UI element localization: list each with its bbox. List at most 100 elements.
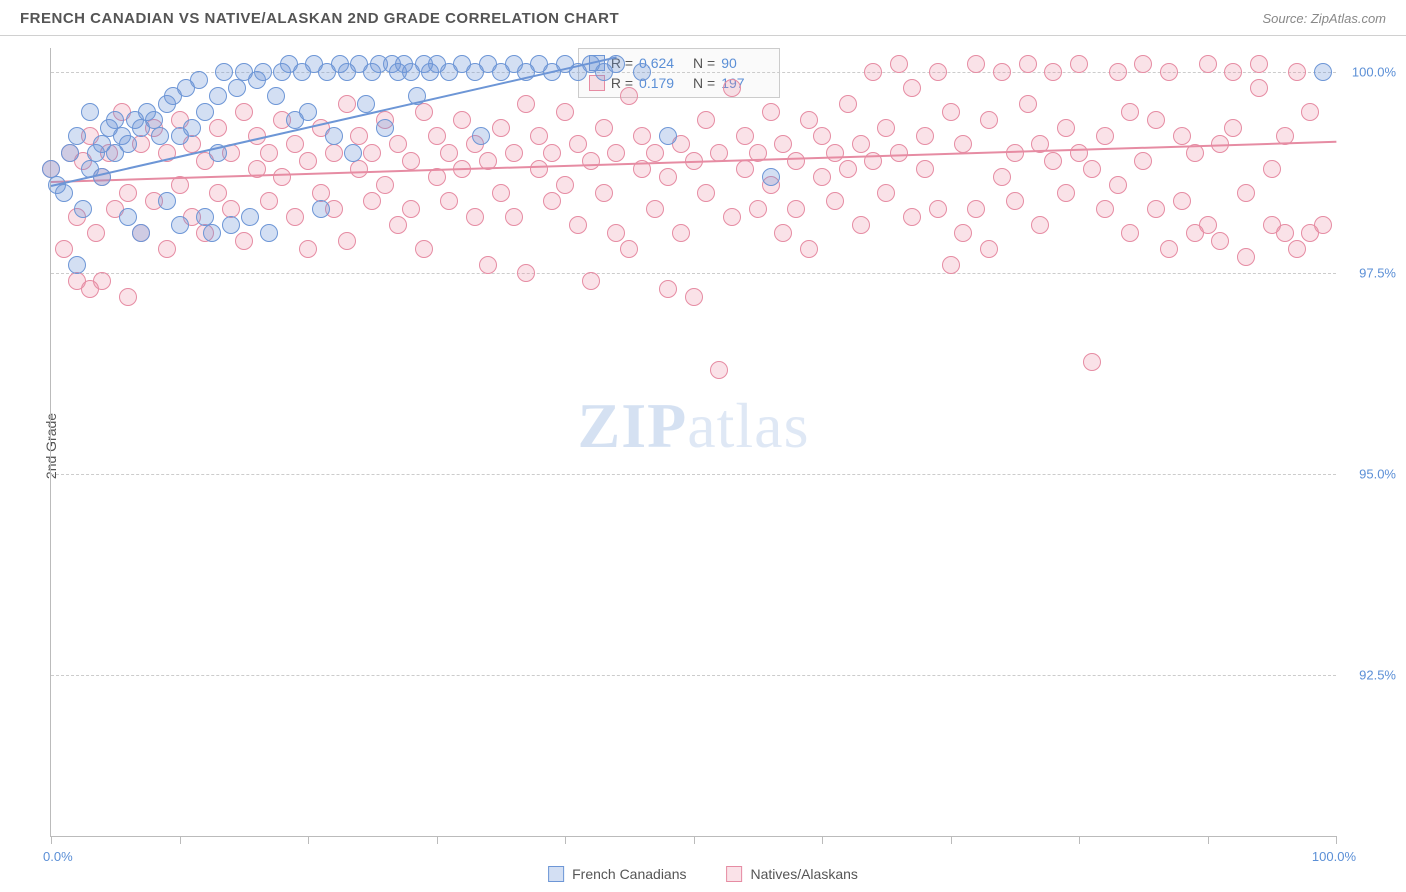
data-point xyxy=(929,200,947,218)
data-point xyxy=(762,103,780,121)
n-prefix: N = xyxy=(693,75,715,91)
data-point xyxy=(697,111,715,129)
data-point xyxy=(196,103,214,121)
data-point xyxy=(338,232,356,250)
data-point xyxy=(787,200,805,218)
data-point xyxy=(1224,119,1242,137)
data-point xyxy=(646,144,664,162)
x-tick xyxy=(1336,836,1337,844)
data-point xyxy=(492,184,510,202)
data-point xyxy=(338,95,356,113)
data-point xyxy=(119,288,137,306)
data-point xyxy=(1250,79,1268,97)
data-point xyxy=(119,208,137,226)
data-point xyxy=(209,144,227,162)
data-point xyxy=(620,87,638,105)
data-point xyxy=(389,135,407,153)
data-point xyxy=(659,168,677,186)
data-point xyxy=(1288,240,1306,258)
data-point xyxy=(215,63,233,81)
data-point xyxy=(877,119,895,137)
data-point xyxy=(697,184,715,202)
data-point xyxy=(929,63,947,81)
data-point xyxy=(1314,63,1332,81)
data-point xyxy=(1237,248,1255,266)
data-point xyxy=(813,127,831,145)
data-point xyxy=(903,79,921,97)
x-end-label: 100.0% xyxy=(1312,849,1356,864)
data-point xyxy=(479,256,497,274)
data-point xyxy=(864,63,882,81)
data-point xyxy=(453,111,471,129)
data-point xyxy=(1199,216,1217,234)
data-point xyxy=(530,160,548,178)
data-point xyxy=(408,87,426,105)
data-point xyxy=(813,168,831,186)
data-point xyxy=(363,144,381,162)
x-tick xyxy=(1208,836,1209,844)
data-point xyxy=(171,216,189,234)
plot-wrap: ZIPatlas R = 0.624 N = 90 R = 0.179 N = … xyxy=(50,48,1336,837)
data-point xyxy=(749,144,767,162)
data-point xyxy=(1314,216,1332,234)
data-point xyxy=(762,168,780,186)
data-point xyxy=(325,144,343,162)
data-point xyxy=(864,152,882,170)
data-point xyxy=(659,280,677,298)
data-point xyxy=(1160,240,1178,258)
data-point xyxy=(1147,111,1165,129)
data-point xyxy=(1109,63,1127,81)
data-point xyxy=(723,79,741,97)
data-point xyxy=(260,144,278,162)
data-point xyxy=(209,184,227,202)
data-point xyxy=(1211,135,1229,153)
data-point xyxy=(1031,216,1049,234)
data-point xyxy=(190,71,208,89)
data-point xyxy=(993,168,1011,186)
data-point xyxy=(800,240,818,258)
data-point xyxy=(479,152,497,170)
data-point xyxy=(183,119,201,137)
data-point xyxy=(890,55,908,73)
data-point xyxy=(595,119,613,137)
x-start-label: 0.0% xyxy=(43,849,73,864)
n-value-series1: 90 xyxy=(721,55,769,71)
data-point xyxy=(505,144,523,162)
watermark-suffix: atlas xyxy=(687,390,809,461)
data-point xyxy=(774,224,792,242)
data-point xyxy=(235,103,253,121)
data-point xyxy=(595,184,613,202)
y-tick-label: 100.0% xyxy=(1352,65,1396,80)
data-point xyxy=(1160,63,1178,81)
data-point xyxy=(1186,144,1204,162)
data-point xyxy=(672,224,690,242)
data-point xyxy=(1057,119,1075,137)
data-point xyxy=(530,127,548,145)
data-point xyxy=(980,240,998,258)
data-point xyxy=(1109,176,1127,194)
data-point xyxy=(466,208,484,226)
data-point xyxy=(87,224,105,242)
x-tick xyxy=(437,836,438,844)
data-point xyxy=(1147,200,1165,218)
data-point xyxy=(582,152,600,170)
x-tick xyxy=(180,836,181,844)
n-prefix: N = xyxy=(693,55,715,71)
chart-container: FRENCH CANADIAN VS NATIVE/ALASKAN 2ND GR… xyxy=(0,0,1406,892)
x-tick xyxy=(51,836,52,844)
data-point xyxy=(774,135,792,153)
data-point xyxy=(440,192,458,210)
data-point xyxy=(428,127,446,145)
data-point xyxy=(68,256,86,274)
data-point xyxy=(556,176,574,194)
data-point xyxy=(1121,103,1139,121)
data-point xyxy=(1006,144,1024,162)
data-point xyxy=(209,119,227,137)
data-point xyxy=(1070,144,1088,162)
data-point xyxy=(723,208,741,226)
gridline xyxy=(51,273,1336,274)
data-point xyxy=(260,224,278,242)
data-point xyxy=(1276,224,1294,242)
data-point xyxy=(1301,103,1319,121)
data-point xyxy=(954,224,972,242)
